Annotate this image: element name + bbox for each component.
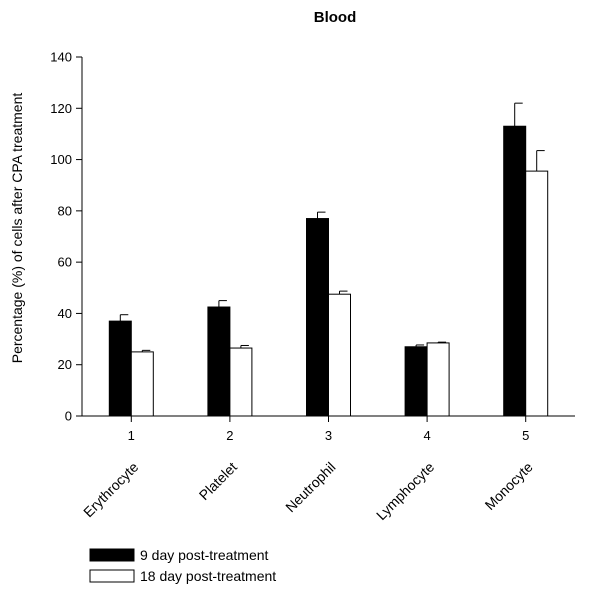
bar bbox=[426, 342, 450, 417]
x-tick-label: 5 bbox=[522, 428, 529, 443]
y-tick-label: 20 bbox=[58, 357, 72, 372]
y-tick-label: 80 bbox=[58, 203, 72, 218]
y-tick-label: 40 bbox=[58, 306, 72, 321]
category-name-label: Platelet bbox=[196, 459, 240, 503]
bar bbox=[108, 320, 132, 417]
bar bbox=[229, 347, 253, 417]
category-name-label: Lymphocyte bbox=[373, 459, 437, 523]
bar bbox=[328, 293, 351, 417]
category-name-label: Erythrocyte bbox=[80, 459, 142, 521]
bar bbox=[130, 351, 154, 417]
y-axis-title: Percentage (%) of cells after CPA treatm… bbox=[9, 93, 25, 364]
x-tick-label: 3 bbox=[325, 428, 332, 443]
bar bbox=[404, 346, 428, 417]
category-name-label: Neutrophil bbox=[282, 459, 338, 515]
y-tick-label: 0 bbox=[65, 409, 72, 424]
chart-title: Blood bbox=[314, 9, 357, 26]
x-tick-label: 1 bbox=[128, 428, 135, 443]
legend-label: 9 day post-treatment bbox=[140, 547, 269, 563]
category-name-label: Monocyte bbox=[482, 459, 536, 513]
y-tick-label: 120 bbox=[50, 101, 72, 116]
y-tick-label: 140 bbox=[50, 50, 72, 65]
bar bbox=[306, 218, 329, 417]
legend-swatch bbox=[89, 569, 135, 583]
legend-label: 18 day post-treatment bbox=[140, 568, 276, 584]
legend: 9 day post-treatment 18 day post-treatmen… bbox=[89, 547, 276, 584]
y-tick-label: 100 bbox=[50, 152, 72, 167]
bar bbox=[207, 306, 231, 417]
legend-swatch bbox=[89, 548, 135, 562]
x-tick-label: 2 bbox=[226, 428, 233, 443]
bars-group bbox=[108, 102, 549, 417]
bar bbox=[503, 125, 527, 417]
y-tick-label: 60 bbox=[58, 255, 72, 270]
x-tick-label: 4 bbox=[423, 428, 430, 443]
bar bbox=[525, 170, 549, 417]
